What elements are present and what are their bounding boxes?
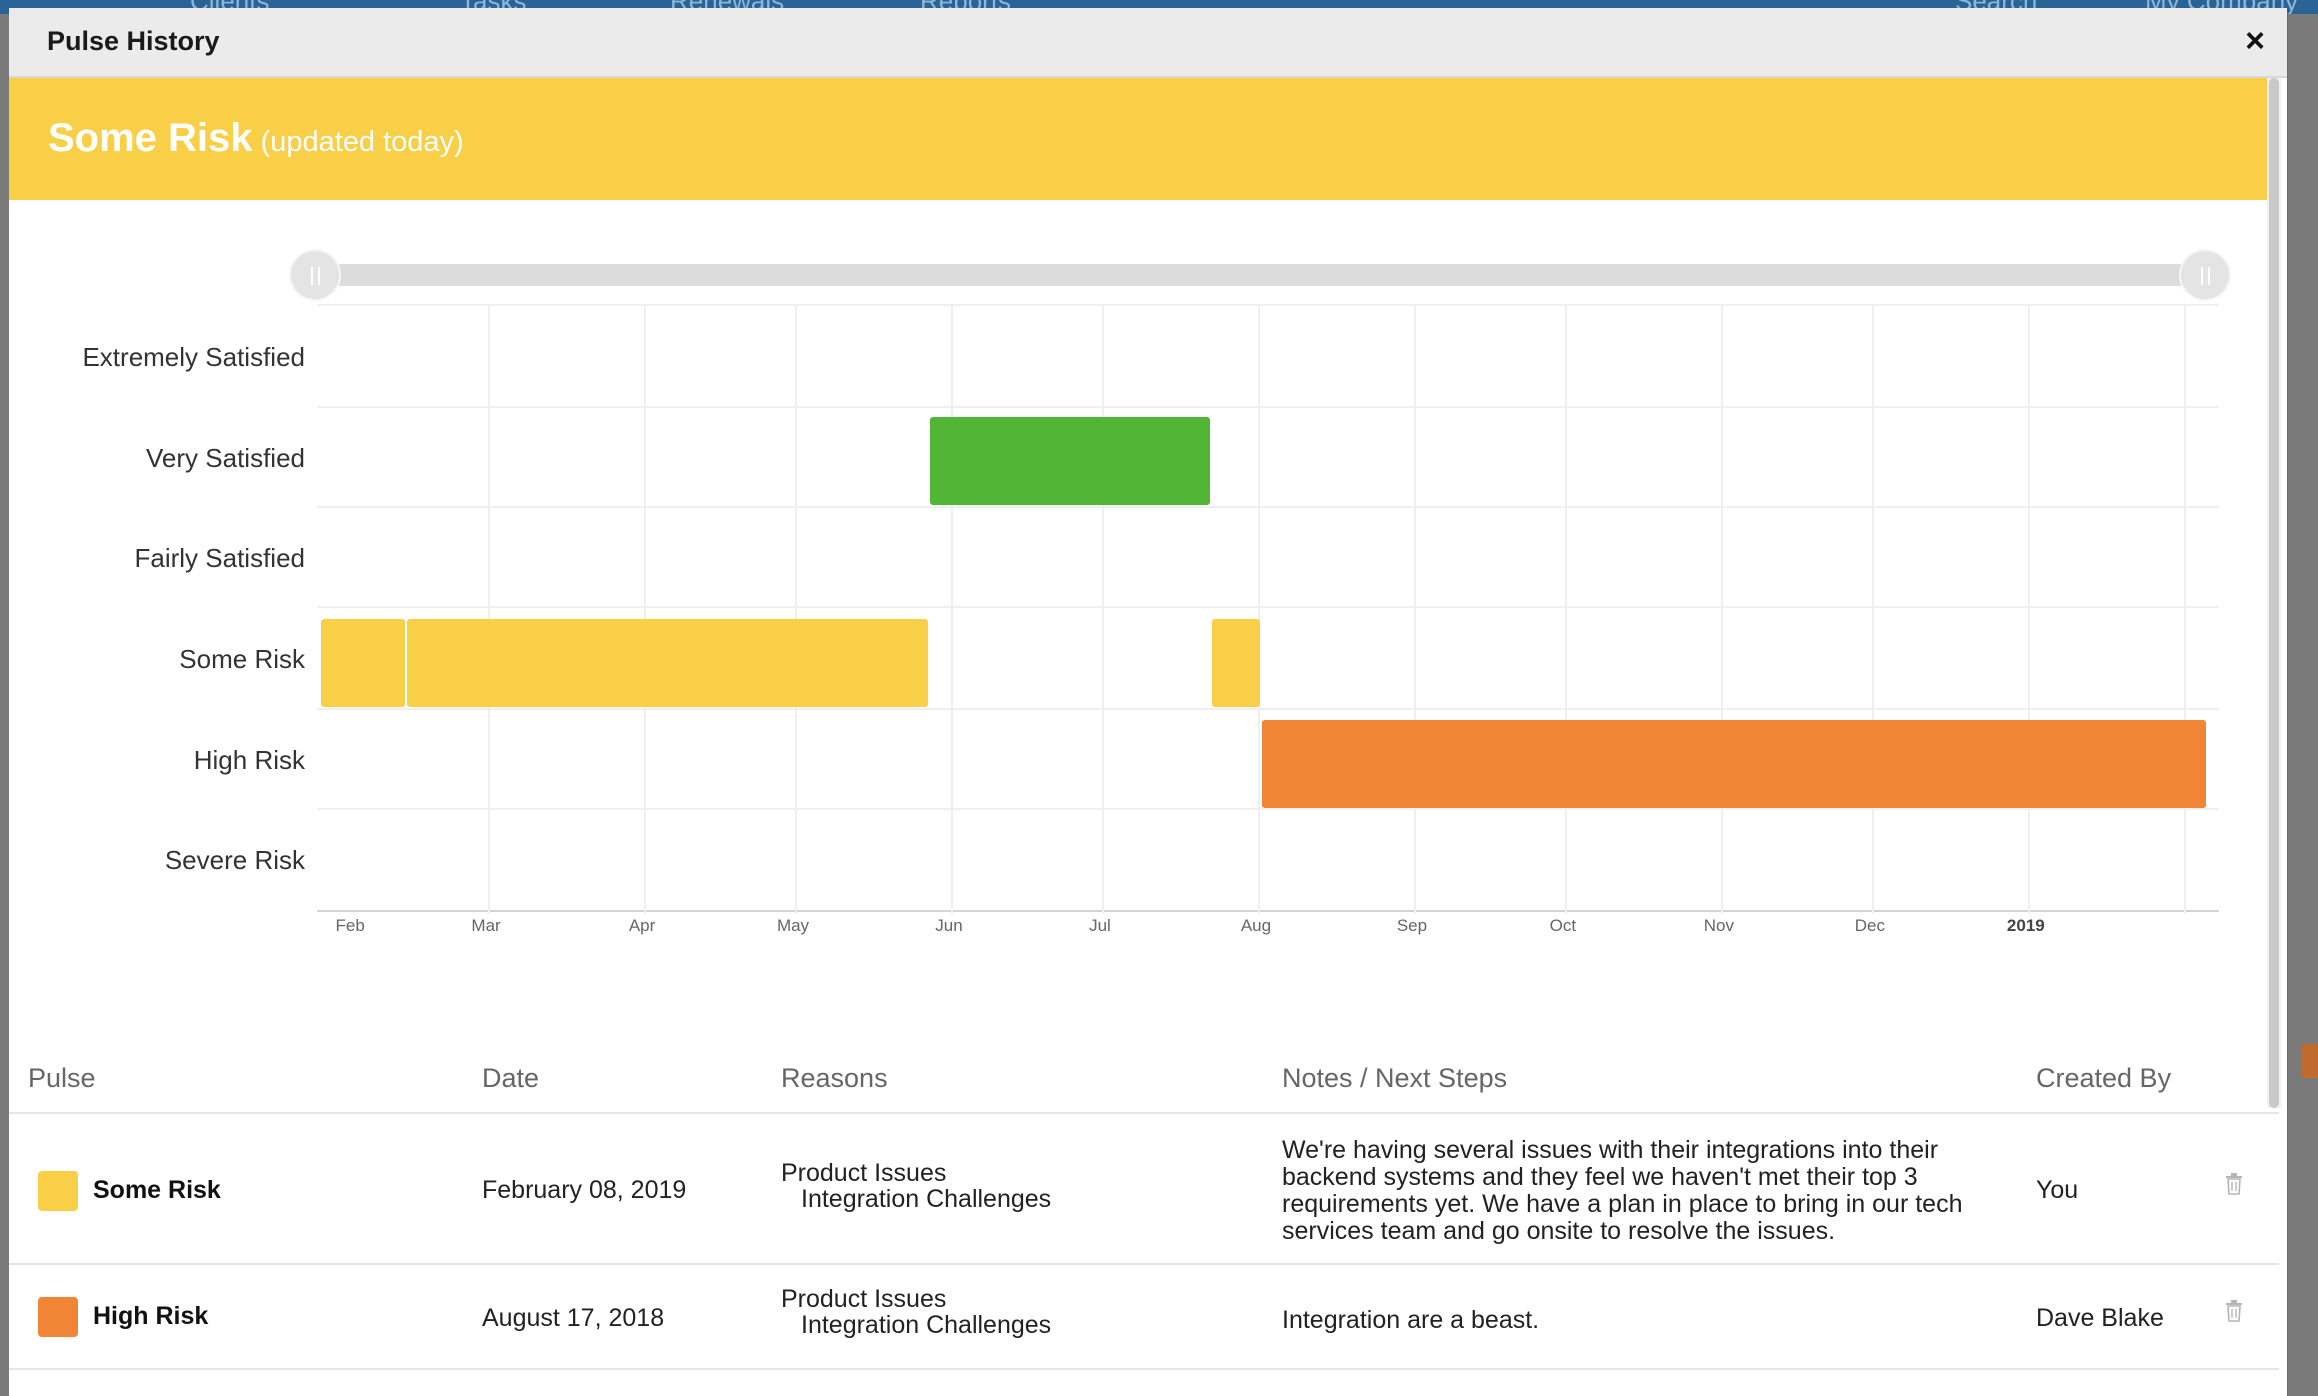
pulse-date: August 17, 2018 [482, 1304, 665, 1332]
pulse-bar[interactable] [321, 619, 405, 707]
y-label-some-risk: Some Risk [179, 644, 305, 674]
grid-v [1101, 304, 1104, 914]
grid-v [794, 304, 797, 914]
y-label-very-satisfied: Very Satisfied [146, 443, 305, 473]
y-label-extremely-satisfied: Extremely Satisfied [82, 342, 305, 372]
scrollbar[interactable] [2267, 78, 2281, 1108]
close-icon[interactable]: × [2245, 22, 2265, 60]
x-tick-label: Sep [1396, 916, 1428, 935]
grid-v [1257, 304, 1260, 914]
col-header-notes: Notes / Next Steps [1282, 1063, 1508, 1093]
modal-title: Pulse History [47, 26, 220, 56]
grid-v [2183, 304, 2186, 914]
y-label-severe-risk: Severe Risk [164, 845, 305, 875]
date-range-track[interactable] [315, 264, 2205, 286]
reason-detail: Integration Challenges [801, 1311, 1052, 1339]
pulse-reasons: Product Issues Integration Challenges [781, 1286, 1051, 1338]
y-label-fairly-satisfied: Fairly Satisfied [134, 543, 306, 573]
table-row-divider [9, 1368, 2279, 1370]
col-header-pulse: Pulse [28, 1063, 96, 1093]
table-header-divider [9, 1112, 2279, 1114]
col-header-created-by: Created By [2036, 1063, 2172, 1093]
pulse-swatch [38, 1171, 78, 1211]
grid-v [1564, 304, 1567, 914]
pulse-bar[interactable] [1261, 720, 2206, 808]
grid-h [317, 808, 2219, 810]
x-tick-label: Jul [1089, 916, 1111, 935]
x-tick-label: Apr [628, 916, 656, 935]
modal-header: Pulse History × [9, 8, 2287, 78]
status-updated: (updated today) [260, 126, 464, 158]
pulse-name: Some Risk [93, 1176, 221, 1204]
x-axis [317, 910, 2219, 912]
grid-v [2027, 304, 2030, 914]
range-end-handle[interactable] [2179, 249, 2231, 301]
pulse-created-by: Dave Blake [2036, 1304, 2164, 1332]
pulse-created-by: You [2036, 1176, 2079, 1204]
x-tick-label: Nov [1703, 916, 1735, 935]
grid-v [643, 304, 646, 914]
grid-h [317, 506, 2219, 508]
reason-category: Product Issues [781, 1159, 947, 1187]
background-right-edge [2288, 14, 2318, 1396]
grid-v [1871, 304, 1874, 914]
status-label: Some Risk [48, 116, 253, 160]
col-header-reasons: Reasons [781, 1063, 888, 1093]
grid-v [950, 304, 953, 914]
reason-detail: Integration Challenges [801, 1185, 1052, 1213]
current-status: Some Risk (updated today) [48, 116, 464, 161]
scrollbar-thumb[interactable] [2269, 78, 2279, 1108]
trash-icon[interactable] [2225, 1173, 2243, 1195]
grid-v [1720, 304, 1723, 914]
pulse-swatch [38, 1297, 78, 1337]
pulse-history-modal: Pulse History × Some Risk (updated today)… [9, 8, 2287, 1396]
grid-v [1413, 304, 1416, 914]
pulse-bar[interactable] [406, 619, 928, 707]
grid-v [487, 304, 490, 914]
background-left-edge [0, 14, 9, 1396]
x-tick-label: Mar [471, 916, 501, 935]
grid-h [317, 708, 2219, 710]
x-tick-label: Jun [935, 916, 963, 935]
reason-category: Product Issues [781, 1285, 947, 1313]
pulse-date: February 08, 2019 [482, 1176, 687, 1204]
range-start-handle[interactable] [289, 249, 341, 301]
pulse-notes: Integration are a beast. [1282, 1306, 1540, 1334]
grid-h [317, 606, 2219, 608]
pulse-bar[interactable] [929, 417, 1210, 505]
x-tick-label: Oct [1549, 916, 1577, 935]
background-orange-strip [2302, 1044, 2318, 1078]
x-tick-label: Feb [335, 916, 365, 935]
x-tick-label: Aug [1240, 916, 1272, 935]
grid-h [317, 406, 2219, 408]
grid-h [317, 304, 2219, 306]
pulse-name: High Risk [93, 1302, 209, 1330]
pulse-bar[interactable] [1211, 619, 1260, 707]
status-banner: Some Risk (updated today) [9, 78, 2279, 200]
x-tick-label: May [776, 916, 810, 935]
table-row-divider [9, 1263, 2279, 1265]
pulse-reasons: Product Issues Integration Challenges [781, 1160, 1051, 1212]
x-tick-label: 2019 [2006, 916, 2045, 935]
pulse-notes: We're having several issues with their i… [1282, 1136, 1963, 1245]
trash-icon[interactable] [2225, 1300, 2243, 1322]
x-tick-label: Dec [1854, 916, 1885, 935]
y-label-high-risk: High Risk [193, 745, 305, 775]
col-header-date: Date [482, 1063, 540, 1093]
